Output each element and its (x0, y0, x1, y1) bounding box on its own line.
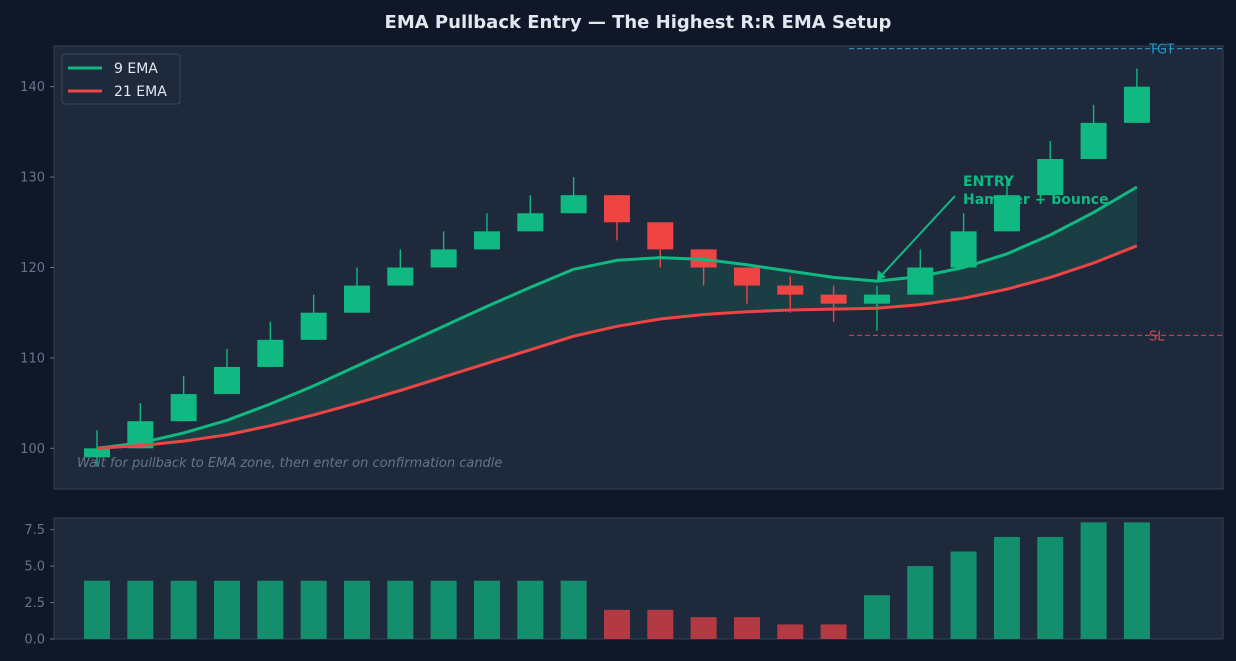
candle-body (257, 339, 284, 367)
volume-bar (603, 609, 630, 639)
price-y-tick-label: 110 (20, 351, 45, 366)
volume-bar (517, 580, 544, 639)
entry-label: ENTRY (963, 174, 1015, 190)
entry-arrow-head (876, 270, 886, 282)
volume-bar (560, 580, 587, 639)
volume-bar (1037, 536, 1064, 639)
volume-bar (430, 580, 457, 639)
volume-bar (993, 536, 1020, 639)
candle-body (84, 448, 110, 458)
volume-bar (820, 624, 847, 639)
volume-bar (300, 580, 327, 639)
volume-bar (950, 551, 977, 639)
legend: 9 EMA 21 EMA (61, 53, 181, 105)
volume-bar (343, 580, 370, 639)
volume-bar (213, 580, 240, 639)
candle-body (1123, 86, 1150, 123)
candle-body (430, 249, 457, 268)
ema-9-line (96, 185, 1138, 450)
price-y-tick-label: 130 (20, 171, 45, 186)
volume-y-tick-label: 2.5 (24, 596, 45, 611)
volume-bar (1080, 522, 1107, 639)
entry-sublabel: Hammer + bounce (963, 192, 1109, 208)
candle-body (603, 195, 630, 223)
volume-panel: 0.0 2.5 5.0 7.5 (24, 517, 1224, 648)
tgt-level-label: TGT (1148, 43, 1175, 58)
volume-bar (690, 617, 717, 639)
candle-body (993, 195, 1020, 232)
ema-21-line (96, 244, 1138, 450)
candle-body (863, 294, 890, 304)
volume-bar (777, 624, 804, 639)
volume-bar (1123, 522, 1150, 639)
candle-body (1080, 122, 1107, 160)
volume-bar (387, 580, 414, 639)
price-panel: 100 110 120 130 140 TGT SL ENTRY Hammer + bounce… (20, 43, 1224, 490)
candle-body (213, 366, 240, 395)
candle-body (300, 312, 327, 340)
volume-panel-bg (53, 517, 1224, 640)
volume-y-tick-label: 0.0 (24, 633, 45, 648)
candle-body (560, 195, 587, 214)
entry-arrow-line (878, 195, 956, 279)
volume-bar (127, 580, 154, 639)
volume-y-tick-label: 7.5 (24, 523, 45, 538)
volume-bar (84, 580, 110, 639)
volume-bar (170, 580, 197, 639)
candle-body (820, 294, 847, 304)
price-y-tick-label: 100 (20, 442, 45, 457)
volume-bar (257, 580, 284, 639)
chart-title: EMA Pullback Entry — The Highest R:R EMA… (385, 12, 892, 33)
volume-bar (907, 566, 934, 639)
price-y-tick-label: 140 (20, 80, 45, 95)
candle-body (343, 285, 370, 313)
candle-body (950, 231, 977, 268)
volume-bar (863, 595, 890, 639)
candle-body (733, 267, 760, 286)
ema-zone-fill (97, 187, 1137, 449)
legend-label: 21 EMA (114, 84, 167, 100)
legend-label: 9 EMA (114, 61, 158, 77)
volume-bar (473, 580, 500, 639)
candle-body (907, 267, 934, 295)
volume-bar (647, 609, 674, 639)
candle-body (517, 213, 544, 232)
candle-body (473, 231, 500, 250)
candle-body (777, 285, 804, 295)
candle-body (647, 222, 674, 250)
candle-body (387, 267, 414, 286)
candle-body (1037, 159, 1064, 196)
price-y-tick-label: 120 (20, 261, 45, 276)
pullback-note: Wait for pullback to EMA zone, then ente… (77, 456, 502, 471)
sl-level-label: SL (1149, 329, 1165, 344)
volume-y-tick-label: 5.0 (24, 560, 45, 575)
price-panel-bg (53, 45, 1224, 490)
volume-bar (733, 617, 760, 639)
candle-body (170, 394, 197, 422)
